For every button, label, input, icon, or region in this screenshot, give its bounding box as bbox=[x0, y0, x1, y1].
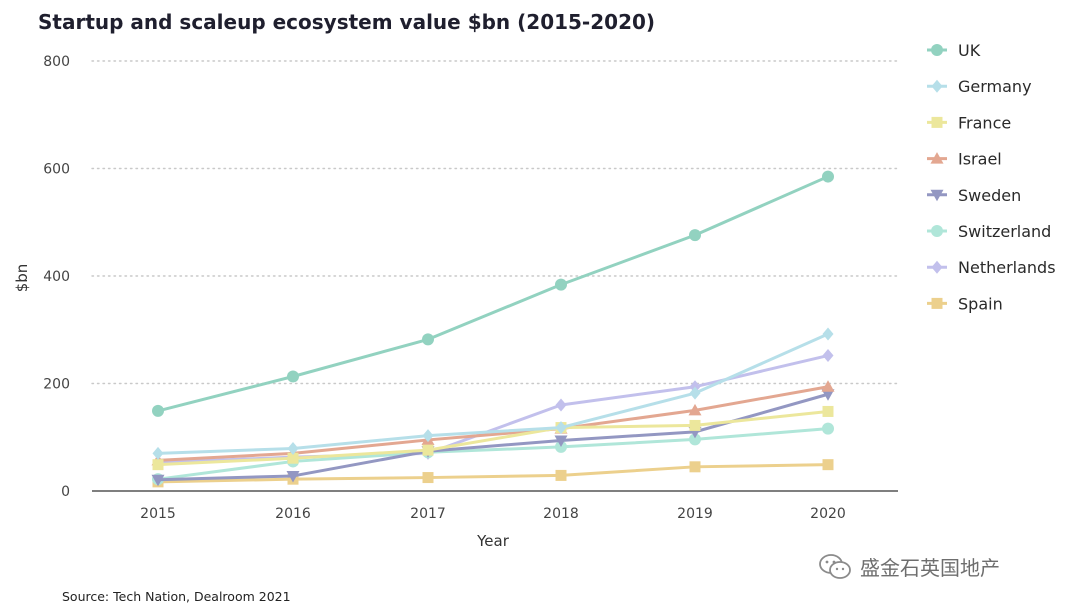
series-germany bbox=[152, 327, 834, 460]
legend-label: Israel bbox=[958, 150, 1002, 169]
y-tick-label: 600 bbox=[43, 162, 70, 178]
data-point-germany bbox=[287, 442, 299, 456]
data-point-uk bbox=[689, 229, 701, 242]
series-uk bbox=[152, 170, 834, 417]
data-point-switzerland bbox=[689, 433, 701, 446]
data-point-sweden bbox=[286, 470, 300, 483]
series-layer bbox=[151, 170, 835, 488]
legend-marker bbox=[930, 152, 944, 164]
y-tick-label: 0 bbox=[61, 484, 70, 500]
series-line-spain bbox=[157, 463, 829, 484]
x-axis-title: Year bbox=[476, 532, 510, 550]
data-point-france bbox=[689, 419, 701, 431]
legend-item-sweden: Sweden bbox=[927, 186, 1021, 205]
data-point-france bbox=[152, 459, 164, 471]
data-point-uk bbox=[822, 170, 834, 183]
legend-marker bbox=[931, 79, 943, 93]
data-point-spain bbox=[689, 461, 701, 473]
legend-marker bbox=[930, 189, 944, 202]
watermark-text: 盛金石英国地产 bbox=[860, 556, 1000, 580]
legend-label: Spain bbox=[958, 294, 1003, 313]
legend-label: Switzerland bbox=[958, 222, 1051, 241]
data-point-france bbox=[822, 405, 834, 417]
data-point-uk bbox=[287, 370, 299, 383]
data-point-uk bbox=[422, 333, 434, 346]
x-tick-label: 2016 bbox=[275, 506, 311, 522]
data-point-netherlands bbox=[555, 398, 567, 412]
legend-marker bbox=[931, 44, 943, 56]
wechat-icon bbox=[819, 553, 851, 579]
legend-marker bbox=[931, 297, 943, 309]
legend-item-germany: Germany bbox=[927, 77, 1032, 96]
legend-label: France bbox=[958, 113, 1011, 132]
data-point-germany bbox=[152, 446, 164, 460]
watermark: 盛金石英国地产 bbox=[818, 552, 1000, 581]
data-point-spain bbox=[555, 469, 567, 481]
legend-item-switzerland: Switzerland bbox=[927, 222, 1051, 241]
series-line-germany bbox=[157, 332, 829, 455]
data-point-sweden bbox=[554, 435, 568, 447]
series-line-sweden bbox=[157, 392, 829, 482]
x-tick-label: 2015 bbox=[140, 506, 176, 522]
source-note: Source: Tech Nation, Dealroom 2021 bbox=[62, 589, 291, 604]
y-tick-label: 200 bbox=[43, 377, 70, 393]
data-point-uk bbox=[555, 278, 567, 291]
legend-marker bbox=[931, 116, 943, 128]
legend-label: Netherlands bbox=[958, 258, 1056, 277]
y-tick-label: 400 bbox=[43, 269, 70, 285]
data-point-germany bbox=[822, 327, 834, 341]
y-tick-label: 800 bbox=[43, 54, 70, 70]
x-tick-label: 2018 bbox=[543, 506, 579, 522]
legend-item-uk: UK bbox=[927, 41, 981, 60]
data-point-spain bbox=[422, 472, 434, 484]
grid-lines bbox=[91, 60, 899, 385]
x-tick-label: 2017 bbox=[410, 506, 446, 522]
data-point-uk bbox=[152, 404, 164, 417]
legend-item-spain: Spain bbox=[927, 294, 1003, 313]
data-point-germany bbox=[555, 421, 567, 435]
series-line-uk bbox=[157, 175, 829, 413]
series-line-israel bbox=[157, 385, 829, 462]
data-point-germany bbox=[689, 386, 701, 400]
chart-title: Startup and scaleup ecosystem value $bn … bbox=[38, 10, 656, 34]
series-spain bbox=[152, 459, 834, 488]
legend-marker bbox=[931, 225, 943, 237]
data-point-netherlands bbox=[822, 349, 834, 363]
y-axis-title: $bn bbox=[13, 264, 31, 293]
data-point-spain bbox=[822, 459, 834, 471]
series-line-switzerland bbox=[157, 427, 829, 481]
data-point-switzerland bbox=[822, 422, 834, 435]
legend-marker bbox=[931, 260, 943, 274]
legend-item-netherlands: Netherlands bbox=[927, 258, 1056, 277]
axes: 0 200 400 600 800 2015 2016 2017 2018 2019 2020 bbox=[43, 54, 898, 522]
legend: UK Germany France Israel Sweden Switzerland Ne… bbox=[927, 41, 1056, 313]
series-line-france bbox=[157, 409, 829, 467]
data-point-israel bbox=[688, 403, 702, 416]
legend-item-israel: Israel bbox=[927, 150, 1002, 169]
data-point-france bbox=[422, 444, 434, 456]
data-point-israel bbox=[821, 380, 835, 392]
series-france bbox=[152, 405, 834, 471]
data-point-france bbox=[287, 452, 299, 464]
legend-label: UK bbox=[958, 41, 981, 60]
legend-item-france: France bbox=[927, 113, 1011, 132]
legend-label: Germany bbox=[958, 77, 1032, 96]
legend-label: Sweden bbox=[958, 186, 1021, 205]
data-point-sweden bbox=[821, 389, 835, 401]
data-point-sweden bbox=[151, 474, 165, 487]
data-point-germany bbox=[422, 429, 434, 443]
x-tick-label: 2019 bbox=[677, 506, 713, 522]
x-tick-label: 2020 bbox=[810, 506, 846, 522]
